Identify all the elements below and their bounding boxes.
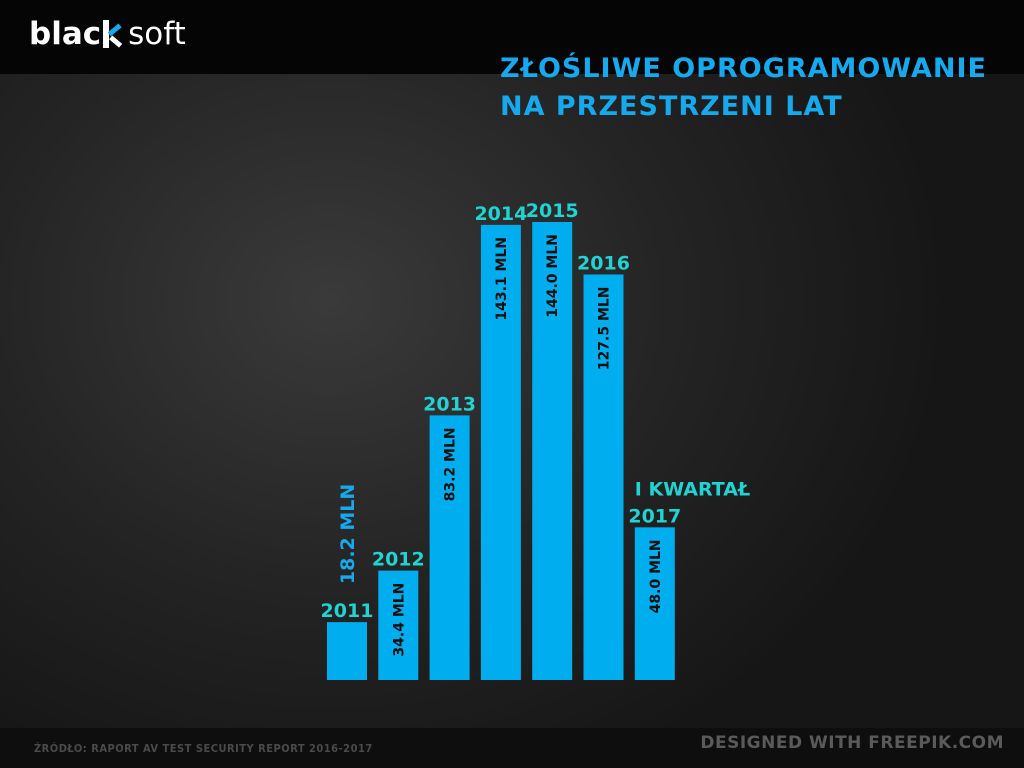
blacksoft-logo: blac soft	[29, 14, 186, 54]
category-label-1: 2012	[372, 549, 425, 571]
bar-2	[429, 415, 470, 680]
category-label-5: 2016	[577, 252, 630, 274]
bar-1	[378, 570, 419, 680]
value-label-0: 18.2 MLN	[337, 484, 359, 584]
bar-5	[583, 274, 624, 680]
freepik-credit: DESIGNED WITH FREEPIK.COM	[700, 733, 1004, 753]
bar-0	[327, 622, 367, 680]
bar-4	[532, 222, 573, 680]
logo-k-mark	[102, 18, 124, 50]
value-label-5: 127.5 MLN	[597, 286, 613, 370]
header-bar: blac soft	[0, 0, 1024, 74]
value-label-1: 34.4 MLN	[391, 583, 407, 657]
category-label-4: 2015	[526, 200, 579, 222]
bar-chart: 2011 18.2 MLN 2012 34.4 MLN 2013 83.2 MLN 2014…	[321, 200, 750, 681]
footer-bar	[0, 728, 1024, 768]
chart-title-line-2: NA PRZESTRZENI LAT	[500, 91, 843, 122]
logo-text-left: blac	[29, 16, 102, 52]
value-label-4: 144.0 MLN	[545, 234, 561, 318]
value-label-2: 83.2 MLN	[443, 427, 459, 501]
value-label-6: 48.0 MLN	[648, 539, 664, 613]
bar-3	[480, 224, 521, 681]
chart-title-line-1: ZŁOŚLIWE OPROGRAMOWANIE	[500, 53, 987, 84]
source-note: ŹRÓDŁO: RAPORT AV TEST SECURITY REPORT 2…	[34, 742, 373, 755]
chart-title: ZŁOŚLIWE OPROGRAMOWANIE NA PRZESTRZENI L…	[500, 50, 987, 126]
bar-6	[634, 527, 675, 680]
logo-text-right: soft	[128, 16, 186, 52]
category-label-2: 2013	[423, 393, 476, 415]
category-label-6-0: I KWARTAŁ	[635, 478, 750, 500]
category-label-6-1: 2017	[628, 505, 681, 527]
value-label-3: 143.1 MLN	[494, 237, 510, 321]
category-label-3: 2014	[474, 203, 527, 225]
category-label-0: 2011	[321, 600, 374, 622]
